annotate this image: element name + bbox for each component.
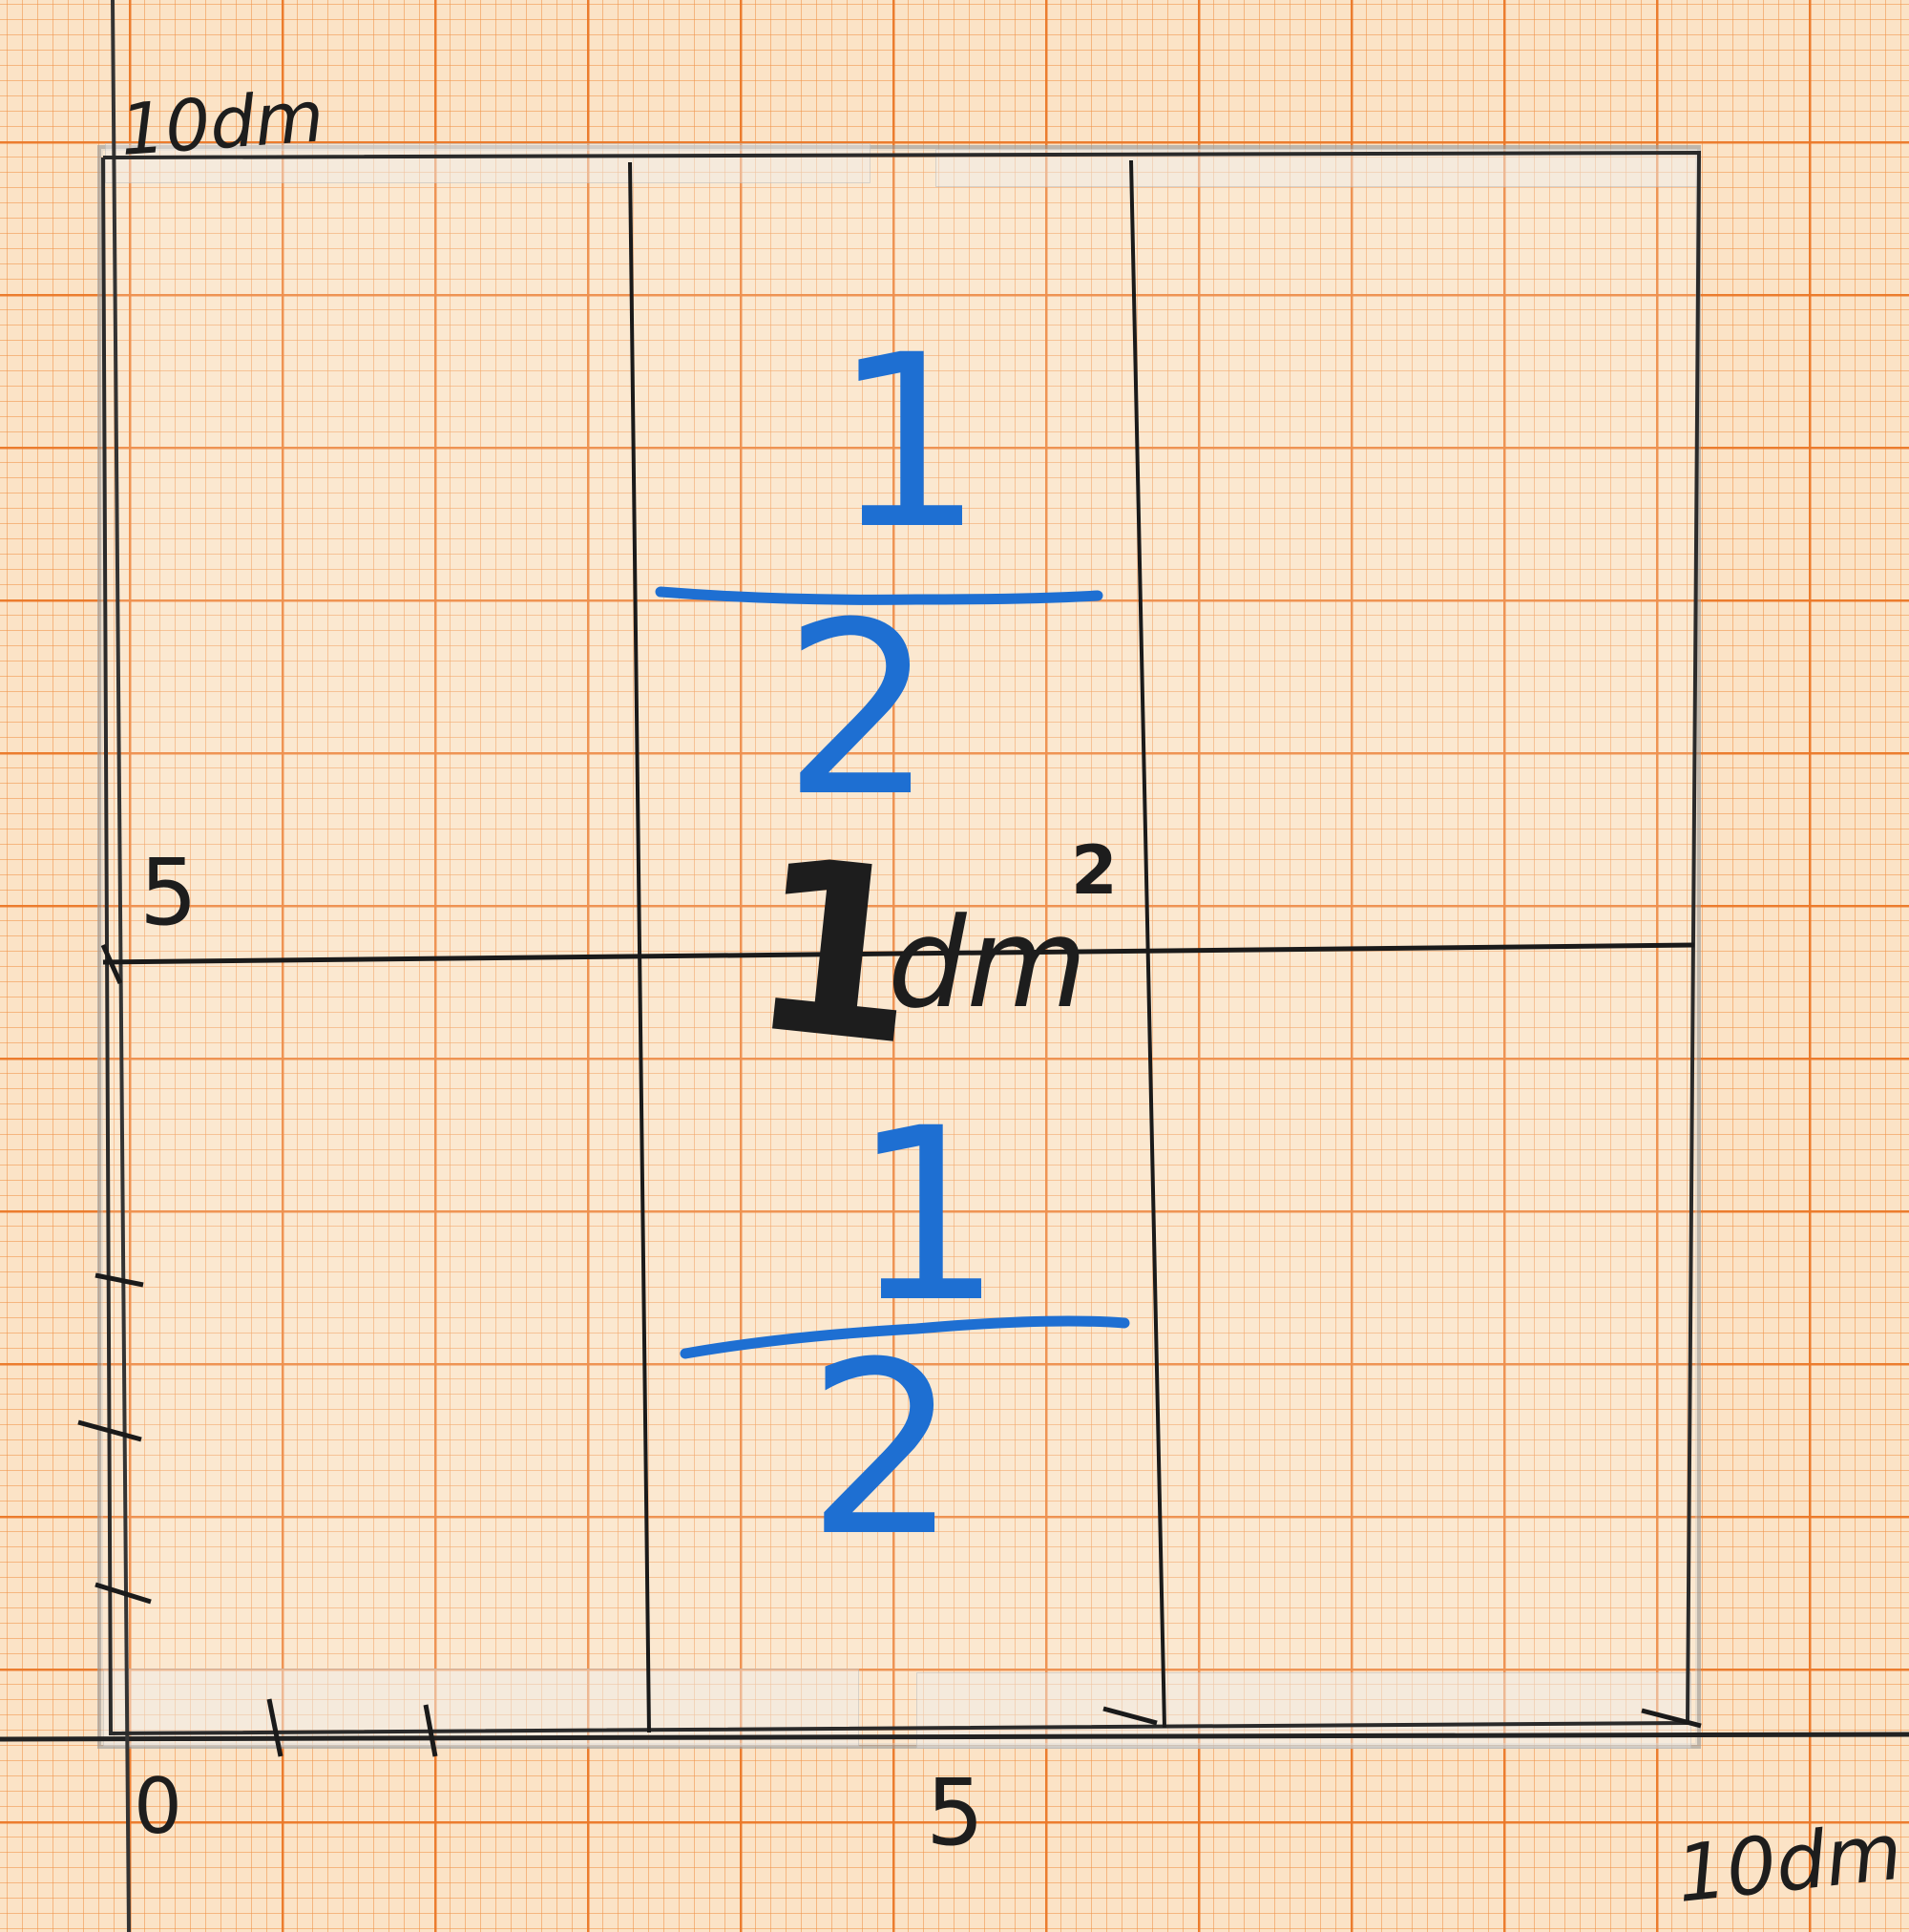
upper-fraction-denominator: 2	[783, 571, 934, 849]
area-exponent: 2	[1071, 831, 1118, 910]
x-axis-label-5: 5	[926, 1759, 984, 1866]
lower-fraction-bar	[680, 1315, 1130, 1359]
upper-fraction-numerator: 1	[832, 304, 984, 581]
x-axis-label-0: 0	[134, 1762, 182, 1851]
tape-top-left	[105, 143, 871, 183]
y-tick-2	[77, 1419, 142, 1442]
y-axis-label-5: 5	[139, 839, 198, 946]
y-tick-5	[100, 943, 123, 985]
y-tick-1	[94, 1272, 144, 1288]
divider-vertical-right	[1129, 159, 1166, 1729]
right-dimension-label: 10dm	[1672, 1807, 1906, 1921]
top-dimension-label: 10dm	[117, 75, 326, 172]
x-axis-line	[0, 1732, 1909, 1742]
upper-fraction-bar	[655, 586, 1103, 605]
x-tick-1	[266, 1698, 283, 1757]
lower-fraction-denominator: 2	[807, 1311, 958, 1588]
upper-fraction: 1 2	[655, 304, 1103, 849]
divider-vertical-left	[628, 161, 651, 1733]
lower-fraction-numerator: 1	[851, 1077, 1003, 1354]
divider-horizontal	[102, 942, 1695, 965]
area-unit: dm	[888, 891, 1087, 1036]
x-tick-corner	[1641, 1708, 1702, 1729]
x-tick-right-mark	[1102, 1706, 1158, 1726]
lower-fraction: 1 2	[680, 1077, 1130, 1588]
y-tick-3	[94, 1582, 152, 1605]
x-tick-2	[423, 1704, 438, 1757]
area-number: 1	[739, 806, 933, 1100]
y-axis-line	[111, 0, 131, 1932]
